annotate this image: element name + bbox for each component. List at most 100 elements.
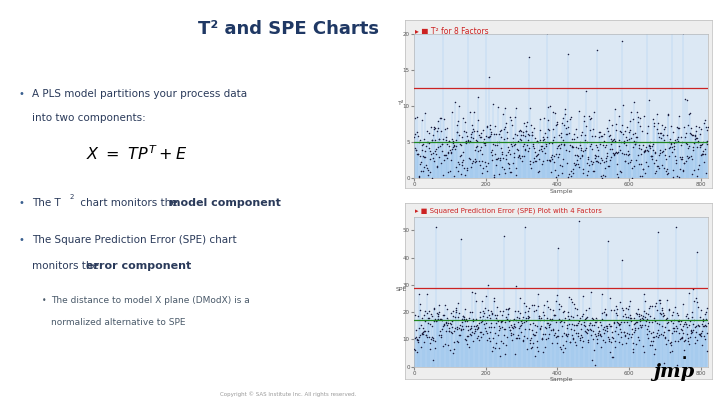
Point (480, 140, 491, 146)
Point (464, 139, 475, 145)
Point (541, 297, 553, 304)
Point (690, 132, 701, 139)
Point (652, 326, 664, 333)
Point (670, 139, 682, 145)
Point (647, 147, 659, 153)
Point (636, 315, 647, 321)
Point (689, 136, 701, 142)
Point (409, 334, 420, 341)
Point (585, 320, 596, 326)
Point (564, 339, 576, 346)
Point (610, 324, 621, 330)
Point (526, 326, 538, 333)
Point (609, 150, 621, 157)
Point (568, 130, 580, 137)
Point (680, 313, 692, 319)
Point (505, 151, 516, 157)
Point (460, 316, 472, 322)
Point (558, 141, 570, 147)
Point (539, 130, 551, 136)
Point (447, 350, 459, 357)
Point (647, 115, 659, 122)
Point (494, 308, 505, 314)
Point (563, 171, 575, 177)
Point (578, 319, 590, 326)
Point (533, 291, 544, 297)
Point (451, 128, 463, 135)
Point (665, 318, 676, 324)
Point (527, 159, 539, 165)
Point (569, 152, 580, 158)
Point (544, 330, 555, 337)
Point (415, 344, 426, 350)
Point (426, 322, 438, 329)
Point (656, 305, 667, 311)
Point (606, 153, 617, 160)
Point (596, 315, 608, 322)
Point (500, 326, 511, 333)
Point (701, 124, 712, 130)
Point (662, 111, 673, 117)
Point (431, 317, 443, 323)
Point (449, 143, 460, 149)
Point (413, 313, 424, 320)
Point (526, 343, 538, 350)
Point (482, 167, 493, 174)
Point (617, 131, 629, 138)
Point (639, 298, 651, 304)
Point (659, 328, 670, 335)
Point (590, 318, 601, 325)
Point (523, 137, 534, 143)
Point (697, 315, 708, 322)
Point (420, 332, 432, 339)
Point (572, 157, 583, 163)
Point (539, 330, 551, 337)
Point (462, 137, 474, 144)
Point (456, 315, 467, 322)
Point (557, 342, 568, 348)
Point (538, 115, 549, 122)
Point (433, 309, 444, 315)
Point (433, 302, 445, 308)
Point (652, 334, 663, 340)
Point (546, 140, 558, 146)
Point (622, 314, 634, 320)
Point (552, 145, 563, 151)
Point (461, 128, 472, 135)
Point (608, 136, 620, 142)
Point (551, 118, 562, 125)
Point (466, 289, 477, 295)
Point (570, 162, 581, 168)
Point (580, 307, 592, 313)
Point (485, 126, 496, 132)
Point (490, 339, 502, 346)
Point (436, 148, 448, 154)
Point (516, 316, 528, 323)
Point (618, 328, 629, 335)
Point (449, 339, 460, 345)
Point (647, 141, 658, 147)
Point (556, 317, 567, 323)
Point (444, 327, 455, 334)
Point (466, 160, 477, 166)
Point (536, 161, 547, 167)
Point (580, 316, 591, 322)
Point (474, 314, 486, 320)
Point (568, 301, 580, 307)
Point (642, 24, 653, 30)
Point (510, 114, 521, 121)
Point (475, 328, 487, 335)
Point (425, 156, 436, 162)
Point (649, 303, 661, 309)
Point (521, 128, 532, 134)
Point (530, 135, 541, 142)
Point (430, 125, 441, 132)
Point (589, 154, 600, 161)
Point (459, 171, 471, 178)
Point (487, 348, 498, 354)
Point (427, 357, 438, 363)
Point (613, 339, 624, 345)
Point (689, 132, 701, 138)
Point (476, 144, 487, 150)
Point (541, 320, 553, 326)
